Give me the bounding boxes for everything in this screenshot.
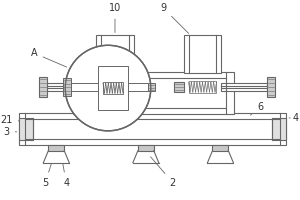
Bar bbox=[174, 82, 184, 92]
Bar bbox=[47, 83, 96, 91]
Bar bbox=[71, 83, 98, 91]
Bar bbox=[148, 83, 155, 91]
Text: 3: 3 bbox=[4, 127, 17, 137]
Bar bbox=[134, 82, 144, 92]
Bar bbox=[39, 77, 47, 97]
Bar bbox=[103, 82, 123, 94]
Text: 2: 2 bbox=[151, 157, 176, 188]
Bar bbox=[20, 118, 33, 140]
Bar bbox=[221, 83, 267, 91]
Bar bbox=[138, 145, 154, 151]
Bar bbox=[267, 77, 275, 97]
Bar bbox=[98, 66, 128, 110]
Bar bbox=[128, 83, 148, 91]
Bar bbox=[101, 81, 129, 93]
Bar bbox=[184, 35, 221, 73]
Text: 6: 6 bbox=[250, 102, 263, 115]
Text: 5: 5 bbox=[42, 163, 52, 188]
Bar bbox=[96, 35, 134, 73]
Bar bbox=[20, 113, 286, 145]
Bar bbox=[63, 78, 71, 96]
Text: 10: 10 bbox=[109, 3, 121, 33]
Text: 4: 4 bbox=[289, 113, 299, 123]
Bar bbox=[48, 145, 64, 151]
Bar bbox=[73, 72, 234, 114]
Text: A: A bbox=[31, 48, 67, 67]
Text: 4: 4 bbox=[63, 163, 69, 188]
Bar bbox=[212, 145, 228, 151]
Text: 21: 21 bbox=[0, 115, 20, 125]
Circle shape bbox=[65, 45, 151, 131]
Bar bbox=[272, 118, 286, 140]
Text: 9: 9 bbox=[161, 3, 189, 33]
Bar bbox=[189, 81, 216, 93]
